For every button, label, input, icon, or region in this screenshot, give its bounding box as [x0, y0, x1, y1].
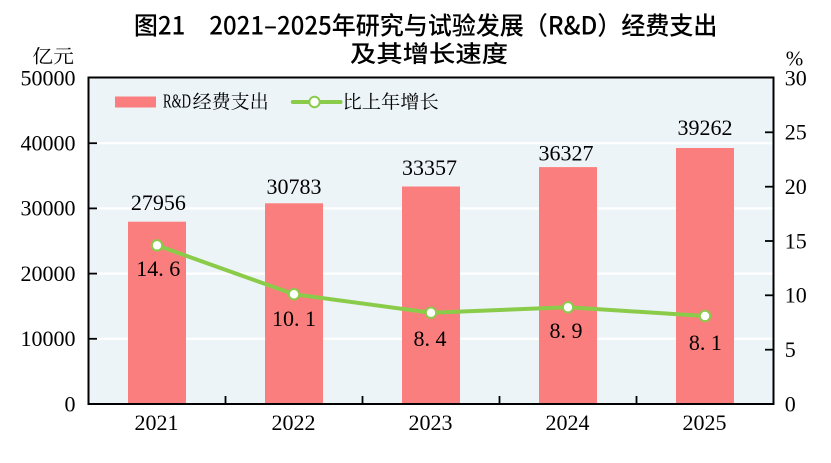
svg-text:40000: 40000 [21, 131, 76, 156]
svg-text:0: 0 [785, 391, 796, 416]
svg-text:8. 9: 8. 9 [550, 318, 583, 343]
svg-text:8. 1: 8. 1 [689, 330, 722, 355]
svg-text:33357: 33357 [402, 155, 457, 180]
svg-text:8. 4: 8. 4 [414, 326, 447, 351]
svg-text:36327: 36327 [539, 140, 594, 165]
svg-text:15: 15 [785, 228, 807, 253]
svg-text:0: 0 [65, 391, 76, 416]
svg-text:20: 20 [785, 174, 807, 199]
svg-text:2025: 2025 [683, 410, 727, 435]
svg-text:10. 1: 10. 1 [272, 306, 316, 331]
svg-text:10000: 10000 [21, 326, 76, 351]
svg-text:2024: 2024 [546, 410, 590, 435]
svg-text:10: 10 [785, 283, 807, 308]
svg-text:5: 5 [785, 337, 796, 362]
svg-text:39262: 39262 [678, 115, 733, 140]
svg-text:27956: 27956 [131, 190, 186, 215]
svg-text:30000: 30000 [21, 196, 76, 221]
svg-text:R&D: R&D [163, 91, 191, 113]
svg-text:50000: 50000 [21, 65, 76, 90]
svg-text:20000: 20000 [21, 261, 76, 286]
svg-text:2023: 2023 [409, 410, 453, 435]
svg-text:%: % [786, 46, 804, 70]
svg-text:30: 30 [785, 65, 807, 90]
svg-text:2021: 2021 [135, 410, 179, 435]
svg-text:2022: 2022 [272, 410, 316, 435]
svg-text:14. 6: 14. 6 [136, 256, 180, 281]
svg-text:30783: 30783 [267, 174, 322, 199]
svg-text:25: 25 [785, 120, 807, 145]
